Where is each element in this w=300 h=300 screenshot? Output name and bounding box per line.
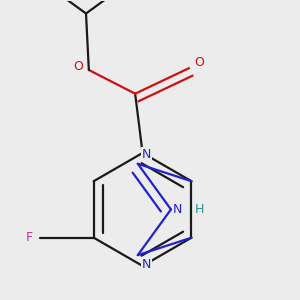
Text: H: H xyxy=(194,203,204,216)
Text: N: N xyxy=(142,257,152,271)
Text: F: F xyxy=(26,231,33,244)
Text: N: N xyxy=(173,203,182,216)
Text: N: N xyxy=(142,148,152,161)
Text: O: O xyxy=(194,56,204,69)
Text: O: O xyxy=(74,61,83,74)
